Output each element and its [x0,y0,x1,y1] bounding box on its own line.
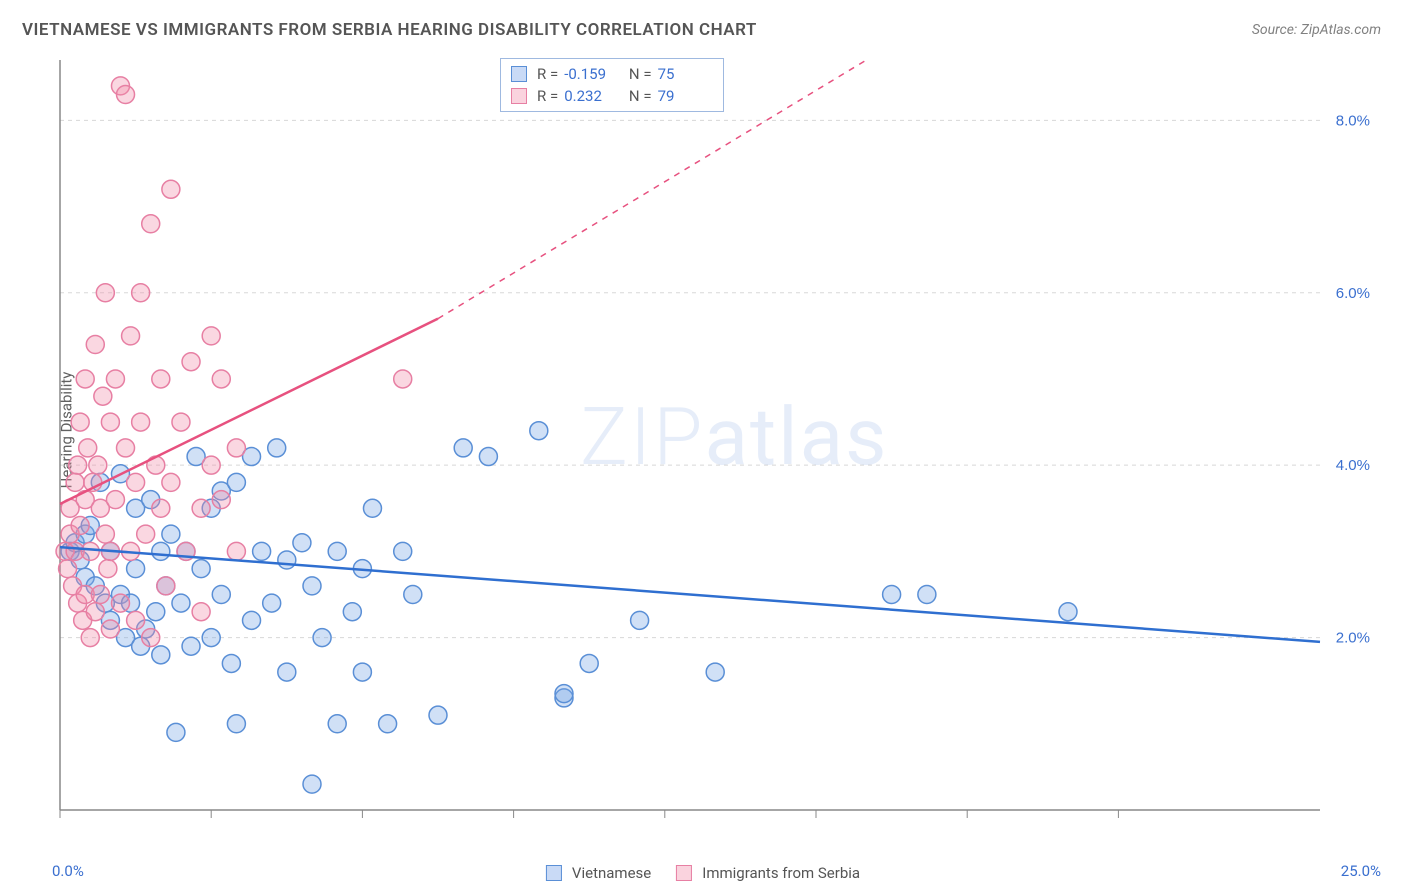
legend-label: Immigrants from Serbia [702,864,860,882]
x-axis-min: 0.0% [52,862,84,880]
swatch-blue-icon [511,66,527,82]
n-value-blue: 75 [658,63,713,85]
bottom-legend: Vietnamese Immigrants from Serbia [546,864,860,882]
stats-row-pink: R = 0.232 N = 79 [511,85,713,107]
svg-text:6.0%: 6.0% [1336,285,1370,302]
legend-item-vietnamese: Vietnamese [546,864,651,882]
x-axis-max: 25.0% [1341,862,1381,880]
legend-item-serbia: Immigrants from Serbia [676,864,860,882]
n-value-pink: 79 [658,85,713,107]
n-label: N = [625,63,651,85]
source-label: Source: ZipAtlas.com [1252,22,1381,38]
swatch-blue-icon [546,865,562,881]
stats-box: R = -0.159 N = 75 R = 0.232 N = 79 [500,58,724,112]
r-label: R = [537,63,558,85]
scatter-chart: 2.0% 4.0% 6.0% 8.0% [50,55,1380,855]
svg-text:4.0%: 4.0% [1336,457,1370,474]
legend-label: Vietnamese [572,864,651,882]
chart-title: VIETNAMESE VS IMMIGRANTS FROM SERBIA HEA… [22,20,757,40]
stats-row-blue: R = -0.159 N = 75 [511,63,713,85]
swatch-pink-icon [676,865,692,881]
r-label: R = [537,85,558,107]
svg-text:2.0%: 2.0% [1336,630,1370,647]
n-label: N = [625,85,651,107]
swatch-pink-icon [511,88,527,104]
r-value-pink: 0.232 [564,85,619,107]
svg-text:8.0%: 8.0% [1336,112,1370,129]
r-value-blue: -0.159 [564,63,619,85]
